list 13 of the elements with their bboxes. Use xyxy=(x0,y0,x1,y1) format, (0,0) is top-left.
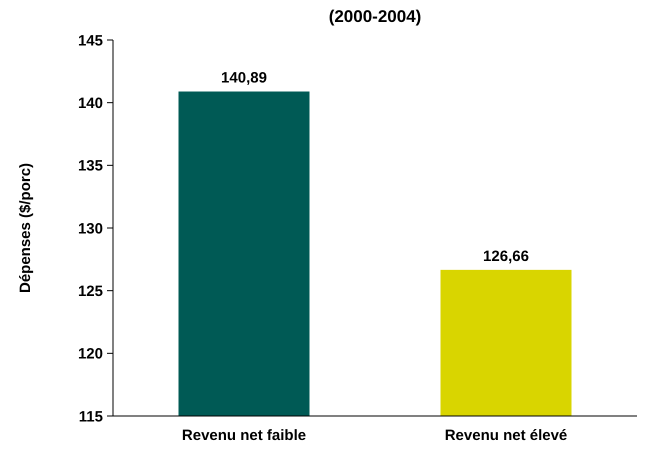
y-tick-label: 125 xyxy=(78,282,103,300)
data-label: 140,89 xyxy=(221,70,267,87)
y-axis-title: Dépenses ($/porc) xyxy=(17,162,34,294)
y-tick-label: 130 xyxy=(78,220,103,238)
x-tick-label: Revenu net faible xyxy=(182,427,306,444)
y-tick-label: 115 xyxy=(78,408,103,426)
y-tick-label: 145 xyxy=(78,32,103,50)
data-label: 126,66 xyxy=(483,248,529,265)
y-tick-label: 135 xyxy=(78,158,103,175)
y-tick-label: 120 xyxy=(78,346,103,363)
y-tick-label: 140 xyxy=(78,94,103,112)
x-tick-label: Revenu net élevé xyxy=(444,427,568,444)
chart-title: (2000-2004) xyxy=(328,7,422,26)
